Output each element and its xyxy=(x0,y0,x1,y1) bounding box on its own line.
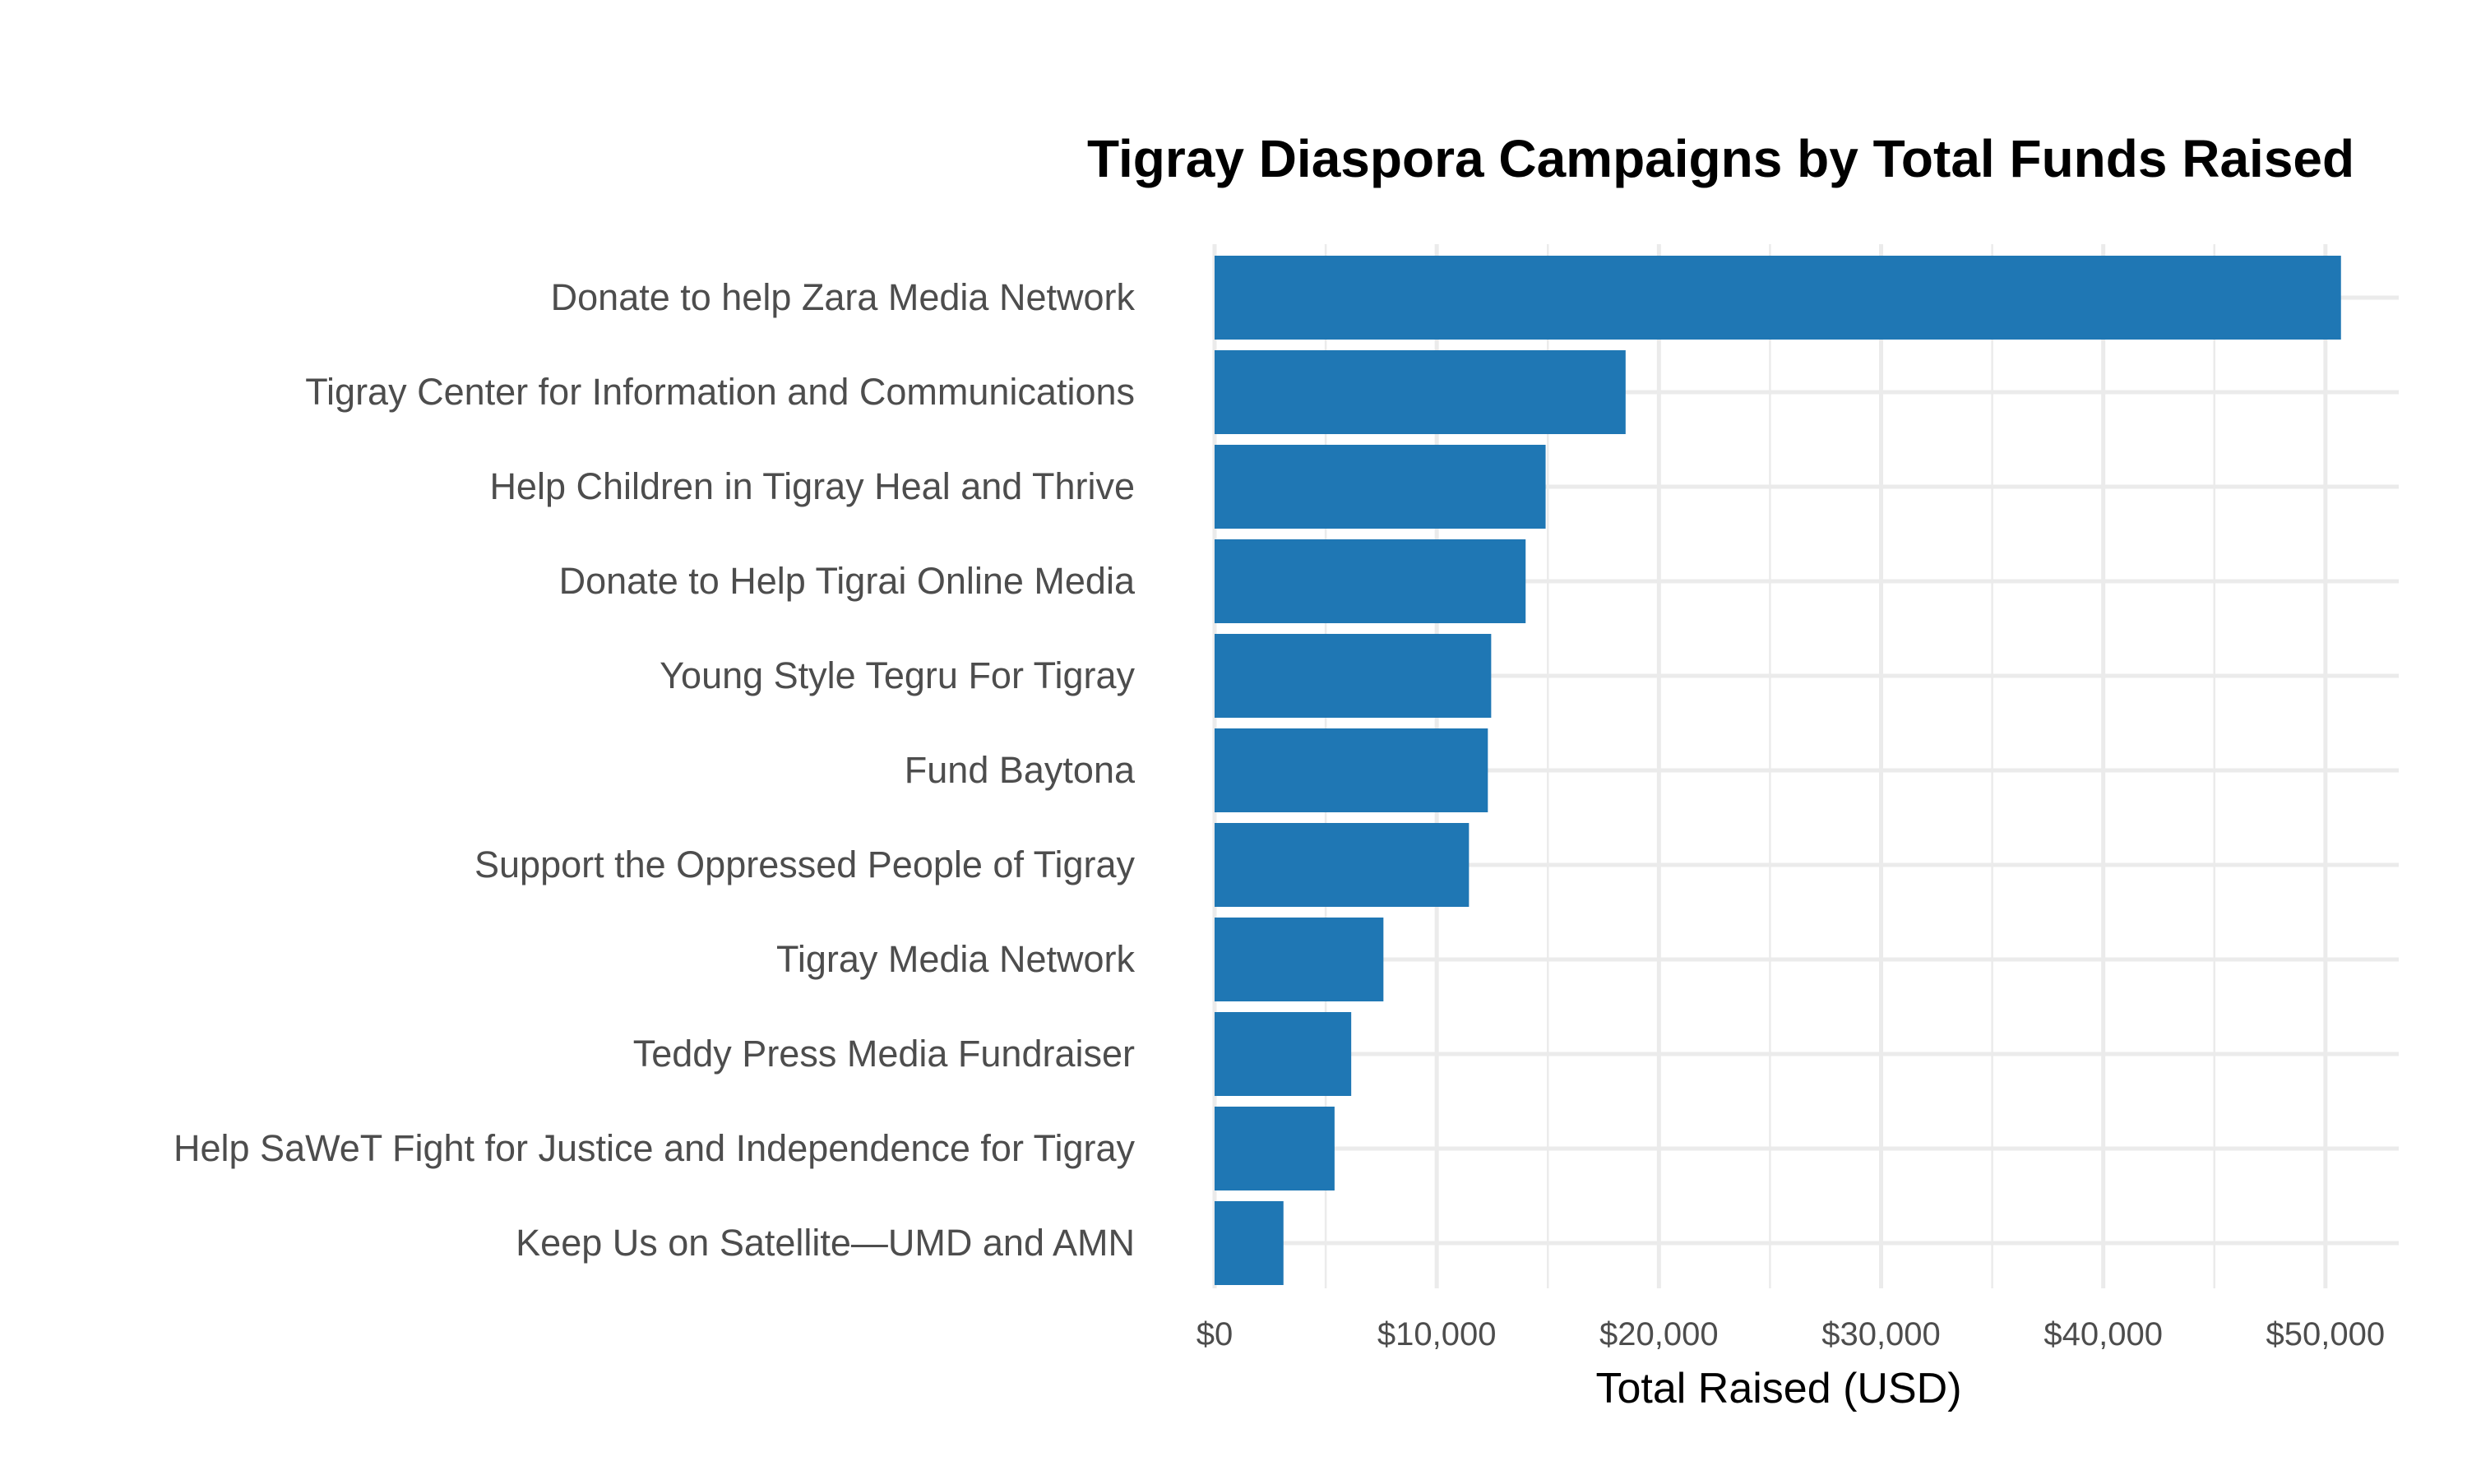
category-label: Tigray Center for Information and Commun… xyxy=(305,371,1135,413)
bar xyxy=(1215,634,1492,718)
bar xyxy=(1215,1201,1284,1285)
x-axis-title: Total Raised (USD) xyxy=(1595,1365,1961,1412)
category-label: Keep Us on Satellite—UMD and AMN xyxy=(516,1222,1135,1264)
category-label: Help SaWeT Fight for Justice and Indepen… xyxy=(174,1127,1135,1169)
bar xyxy=(1215,823,1470,907)
bar xyxy=(1215,445,1546,529)
bar xyxy=(1215,1107,1335,1190)
x-tick-label: $50,000 xyxy=(2266,1316,2386,1352)
category-label: Donate to Help Tigrai Online Media xyxy=(559,560,1136,602)
bar xyxy=(1215,728,1488,812)
category-label: Tigray Media Network xyxy=(776,938,1135,980)
category-label: Fund Baytona xyxy=(905,749,1136,791)
x-tick-label: $30,000 xyxy=(1821,1316,1941,1352)
x-tick-label: $20,000 xyxy=(1599,1316,1719,1352)
bar xyxy=(1215,1012,1352,1096)
category-label: Support the Oppressed People of Tigray xyxy=(474,844,1135,885)
x-tick-label: $40,000 xyxy=(2043,1316,2163,1352)
bar xyxy=(1215,918,1384,1001)
x-tick-labels: $0 $10,000 $20,000 $30,000 $40,000 $50,000 xyxy=(1196,1316,2385,1352)
bar xyxy=(1215,350,1626,434)
bar xyxy=(1215,256,2341,340)
category-label: Help Children in Tigray Heal and Thrive xyxy=(489,465,1135,507)
x-tick-label: $0 xyxy=(1196,1316,1234,1352)
chart-title: Tigray Diaspora Campaigns by Total Funds… xyxy=(1087,129,2354,188)
category-label: Teddy Press Media Fundraiser xyxy=(633,1033,1135,1075)
category-label: Young Style Tegru For Tigray xyxy=(660,654,1135,696)
x-tick-label: $10,000 xyxy=(1377,1316,1497,1352)
bars-layer xyxy=(1215,256,2341,1285)
category-label: Donate to help Zara Media Network xyxy=(551,276,1136,318)
category-labels: Donate to help Zara Media Network Tigray … xyxy=(174,276,1136,1264)
bar xyxy=(1215,539,1526,623)
